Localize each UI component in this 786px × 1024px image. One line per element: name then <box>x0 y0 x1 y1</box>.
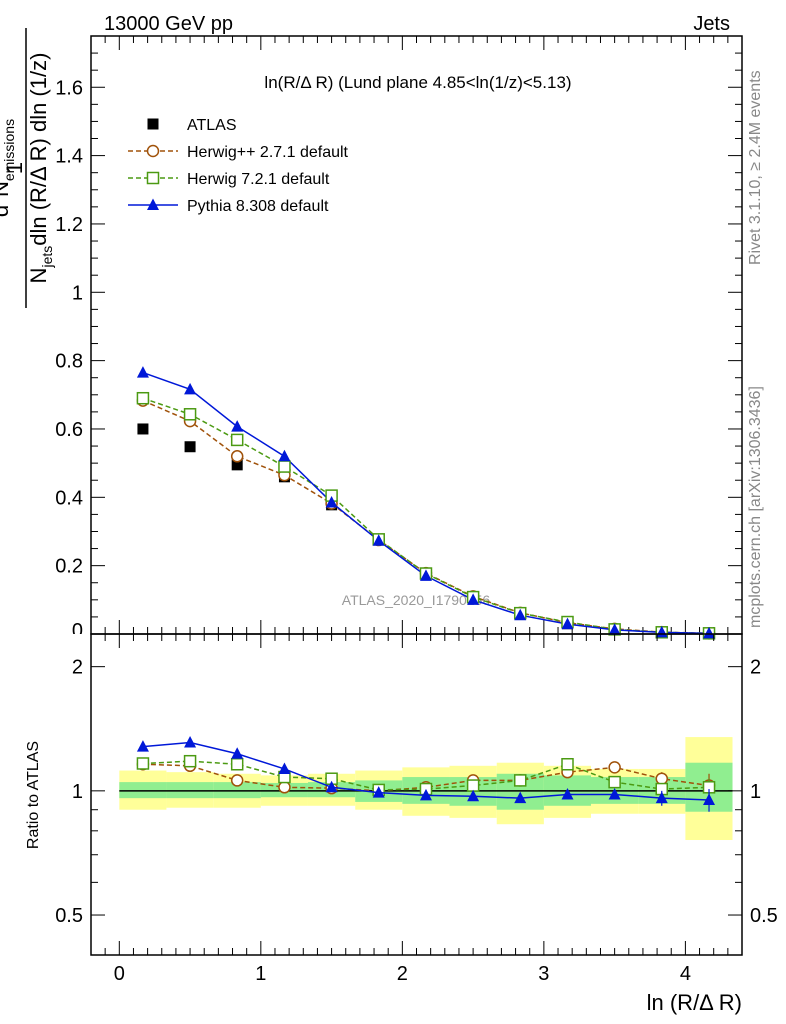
main-title: ln(R/Δ R) (Lund plane 4.85<ln(1/z)<5.13) <box>264 73 571 92</box>
point-herwigpp <box>230 450 244 463</box>
ratio-point-pythia <box>372 786 385 798</box>
ratio-point-herwigpp <box>655 772 669 785</box>
point-pythia <box>703 626 716 639</box>
ratio-point-herwig7 <box>136 757 150 770</box>
ratio-point-pythia <box>325 780 338 793</box>
point-atlas <box>184 441 196 453</box>
side-label-bottom: mcplots.cern.ch [arXiv:1306.3436] <box>747 386 764 628</box>
y-label-dln: dln (R/Δ R) dln (1/z) <box>26 53 51 246</box>
point-pythia <box>467 593 480 605</box>
x-tick-label: 2 <box>397 963 408 985</box>
legend-label-herwigpp: Herwig++ 2.7.1 default <box>187 144 349 161</box>
x-tick-label: 0 <box>114 963 125 985</box>
ratio-point-herwig7 <box>183 754 197 768</box>
watermark: ATLAS_2020_I1790256 <box>342 592 491 608</box>
point-pythia <box>514 608 527 621</box>
y-label-d: d <box>0 205 13 217</box>
point-pythia <box>325 495 338 508</box>
ratio-point-pythia <box>703 793 716 806</box>
ratio-y-axis-label: Ratio to ATLAS <box>25 741 42 849</box>
point-herwig7 <box>230 433 244 447</box>
y-label-njets: N <box>26 268 51 284</box>
ratio-point-herwig7 <box>466 779 480 792</box>
legend-label-atlas: ATLAS <box>187 117 237 134</box>
point-pythia <box>561 617 574 630</box>
y-label-one: 1 <box>2 162 27 174</box>
point-herwig7 <box>278 460 291 473</box>
ratio-y-tick-label-right: 1 <box>750 781 761 803</box>
point-pythia <box>278 449 291 462</box>
ratio-point-pythia <box>655 791 668 804</box>
point-herwig7 <box>183 408 197 421</box>
ratio-point-herwigpp <box>278 781 291 794</box>
ratio-point-herwigpp <box>608 761 621 774</box>
x-tick-label: 3 <box>538 963 549 985</box>
y-tick-label: 1.2 <box>55 214 83 236</box>
legend-label-herwig7: Herwig 7.2.1 default <box>187 171 330 188</box>
ratio-y-tick-label-right: 0.5 <box>750 905 778 927</box>
side-label-top: Rivet 3.1.10, ≥ 2.4M events <box>747 70 764 265</box>
x-tick-label: 4 <box>680 963 691 985</box>
legend-marker-herwigpp <box>146 144 160 158</box>
ratio-point-pythia <box>561 787 574 800</box>
y-tick-label: 1.6 <box>55 77 83 99</box>
ratio-point-pythia <box>608 787 621 800</box>
ratio-y-tick-label: 2 <box>72 657 83 679</box>
y-axis-label: 1 Njetsdln (R/Δ R) dln (1/z) d2Nemission… <box>0 28 55 308</box>
point-pythia <box>608 623 621 635</box>
ratio-point-herwigpp <box>230 774 244 787</box>
ratio-y-tick-label: 0.5 <box>55 905 83 927</box>
y-tick-label: 1 <box>72 282 83 304</box>
header-right: Jets <box>693 13 730 35</box>
x-tick-label: 1 <box>255 963 266 985</box>
y-tick-label: 0.8 <box>55 351 83 373</box>
point-pythia <box>184 382 197 395</box>
y-tick-label: 0.2 <box>55 556 83 578</box>
y-label-njets-sub: jets <box>39 246 55 269</box>
point-pythia <box>419 569 432 581</box>
ratio-point-pythia <box>514 791 527 804</box>
point-pythia <box>372 534 385 546</box>
legend: ATLAS Herwig++ 2.7.1 default Herwig 7.2.1 … <box>128 117 349 215</box>
ratio-y-tick-label: 1 <box>72 781 83 803</box>
header-left: 13000 GeV pp <box>104 13 233 35</box>
ratio-plot: 0.5 0.5 1 1 2 2 0 1 2 3 4 <box>55 633 778 985</box>
legend-marker-pythia <box>147 198 159 210</box>
ratio-point-herwig7 <box>608 775 621 789</box>
legend-label-pythia: Pythia 8.308 default <box>187 198 329 215</box>
point-pythia <box>231 420 244 432</box>
point-atlas <box>231 459 243 471</box>
legend-marker-herwig7 <box>146 171 160 185</box>
y-tick-label: 1.4 <box>55 146 83 168</box>
y-label-d-sup: 2 <box>0 197 2 205</box>
y-tick-label: 0.4 <box>55 487 83 509</box>
y-tick-label-zero: 0 <box>72 620 83 642</box>
y-label-denominator: Njetsdln (R/Δ R) dln (1/z) <box>26 53 55 284</box>
ratio-point-pythia <box>419 788 432 801</box>
ratio-point-herwig7 <box>230 758 244 771</box>
ratio-point-herwig7 <box>513 774 527 787</box>
y-label-numerator: d2Nemissions <box>0 119 17 217</box>
ratio-point-pythia <box>467 789 480 802</box>
ratio-point-herwig7 <box>561 758 574 771</box>
x-axis-label: ln (R/Δ R) <box>647 990 742 1015</box>
point-herwig7 <box>136 391 150 405</box>
ratio-point-pythia <box>184 735 197 748</box>
legend-marker-atlas <box>147 118 159 130</box>
ratio-point-pythia <box>136 740 149 752</box>
ratio-point-pythia <box>278 762 291 774</box>
y-label-nem: N <box>0 181 13 197</box>
ratio-point-pythia <box>231 747 244 759</box>
y-tick-label: 0.6 <box>55 419 83 441</box>
point-pythia <box>136 366 149 378</box>
ratio-y-tick-label-right: 2 <box>750 657 761 679</box>
point-atlas <box>137 423 149 435</box>
y-label-nem-sub: emissions <box>1 119 17 181</box>
